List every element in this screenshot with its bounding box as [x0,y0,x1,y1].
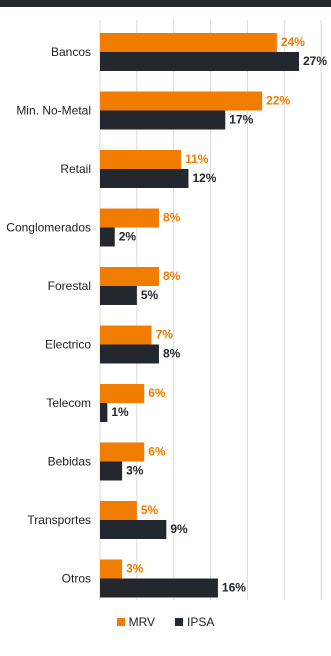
bar-ipsa [100,227,115,247]
legend-swatch-mrv [116,618,125,626]
bar-mrv [100,325,152,345]
bar-mrv [100,501,137,520]
legend-item-ipsa: IPSA [175,615,214,629]
bar-ipsa [100,169,189,188]
value-label-mrv: 8% [163,269,181,283]
category-label: Bancos [51,45,91,59]
value-label-mrv: 3% [126,562,144,576]
legend: MRV IPSA [0,612,331,632]
value-label-ipsa: 16% [222,581,246,595]
value-label-ipsa: 12% [192,171,216,185]
legend-label-ipsa: IPSA [187,615,215,629]
value-label-mrv: 7% [156,328,174,342]
bar-ipsa [100,52,299,71]
value-label-mrv: 6% [148,386,166,400]
bar-ipsa [100,110,226,130]
legend-swatch-ipsa [175,618,184,626]
category-label: Min. No-Metal [16,104,91,118]
category-label: Conglomerados [6,221,91,235]
value-label-ipsa: 1% [111,405,129,419]
value-label-ipsa: 9% [170,522,188,536]
bar-ipsa [100,344,159,364]
bar-mrv [100,267,159,286]
category-label: Bebidas [48,455,91,469]
bar-mrv [100,150,182,169]
bar-ipsa [100,461,123,481]
value-label-ipsa: 2% [119,230,137,244]
value-label-mrv: 8% [163,211,181,225]
bar-ipsa [100,403,108,422]
bar-ipsa [100,520,167,539]
value-label-ipsa: 8% [163,347,181,361]
value-label-mrv: 11% [185,152,209,166]
bars [100,33,299,598]
value-label-mrv: 5% [141,503,159,517]
bar-chart: Bancos Min. No-Metal Retail Conglomerados Fo… [6,20,327,600]
value-label-ipsa: 17% [229,113,253,127]
category-label: Telecom [46,396,91,410]
bar-ipsa [100,578,218,598]
legend-label-mrv: MRV [128,615,156,629]
bar-mrv [100,33,277,52]
bar-mrv [100,442,145,462]
category-labels: Bancos Min. No-Metal Retail Conglomerados Fo… [6,45,91,586]
bar-mrv [100,208,159,228]
value-label-ipsa: 27% [303,54,327,68]
category-label: Forestal [48,279,91,293]
value-label-mrv: 24% [281,35,305,49]
value-label-mrv: 22% [266,94,290,108]
bar-mrv [100,91,263,111]
bar-mrv [100,384,145,403]
category-label: Retail [60,162,91,176]
bar-mrv [100,559,123,579]
legend-item-mrv: MRV [116,615,156,629]
value-labels: 24% 27% 22% 17% 11% 12% 8% 2% 8% 5% 7% 8% 6% 1% 6% 3% 5%… [111,35,327,595]
category-label: Otros [62,572,91,586]
top-bar [0,0,331,7]
value-label-ipsa: 3% [126,464,144,478]
category-label: Electrico [45,338,91,352]
bar-ipsa [100,286,137,305]
value-label-mrv: 6% [148,445,166,459]
category-label: Transportes [27,513,91,527]
value-label-ipsa: 5% [141,288,159,302]
